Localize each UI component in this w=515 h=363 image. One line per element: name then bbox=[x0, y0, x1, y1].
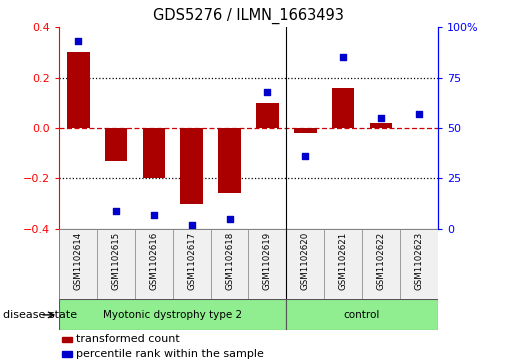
Text: GSM1102622: GSM1102622 bbox=[376, 232, 385, 290]
Bar bbox=[62, 351, 72, 356]
Bar bbox=[62, 337, 72, 343]
Bar bbox=[59, 299, 286, 330]
Text: GSM1102616: GSM1102616 bbox=[149, 232, 158, 290]
Bar bbox=[135, 229, 173, 299]
Point bbox=[339, 54, 347, 60]
Bar bbox=[105, 128, 127, 161]
Bar bbox=[400, 229, 438, 299]
Point bbox=[150, 212, 158, 217]
Text: GSM1102623: GSM1102623 bbox=[415, 232, 423, 290]
Point bbox=[187, 222, 196, 228]
Point bbox=[301, 153, 310, 159]
Bar bbox=[218, 128, 241, 193]
Bar bbox=[143, 128, 165, 178]
Text: GSM1102621: GSM1102621 bbox=[339, 232, 348, 290]
Bar bbox=[248, 229, 286, 299]
Bar bbox=[286, 229, 324, 299]
Point bbox=[226, 216, 234, 221]
Bar bbox=[97, 229, 135, 299]
Point bbox=[74, 38, 82, 44]
Point bbox=[263, 89, 271, 95]
Bar bbox=[294, 128, 317, 133]
Bar bbox=[324, 229, 362, 299]
Bar bbox=[286, 299, 438, 330]
Text: GSM1102615: GSM1102615 bbox=[112, 232, 121, 290]
Point bbox=[112, 208, 120, 213]
Text: GSM1102614: GSM1102614 bbox=[74, 232, 82, 290]
Text: GSM1102618: GSM1102618 bbox=[225, 232, 234, 290]
Text: control: control bbox=[344, 310, 380, 320]
Bar bbox=[59, 229, 97, 299]
Title: GDS5276 / ILMN_1663493: GDS5276 / ILMN_1663493 bbox=[153, 8, 344, 24]
Text: GSM1102620: GSM1102620 bbox=[301, 232, 310, 290]
Text: Myotonic dystrophy type 2: Myotonic dystrophy type 2 bbox=[103, 310, 243, 320]
Bar bbox=[173, 229, 211, 299]
Bar bbox=[362, 229, 400, 299]
Bar bbox=[256, 103, 279, 128]
Text: disease state: disease state bbox=[3, 310, 77, 320]
Point bbox=[377, 115, 385, 121]
Text: percentile rank within the sample: percentile rank within the sample bbox=[76, 348, 264, 359]
Bar bbox=[211, 229, 248, 299]
Point bbox=[415, 111, 423, 117]
Bar bbox=[370, 123, 392, 128]
Text: GSM1102617: GSM1102617 bbox=[187, 232, 196, 290]
Bar bbox=[180, 128, 203, 204]
Bar bbox=[332, 87, 354, 128]
Text: transformed count: transformed count bbox=[76, 334, 180, 344]
Bar bbox=[67, 52, 90, 128]
Text: GSM1102619: GSM1102619 bbox=[263, 232, 272, 290]
